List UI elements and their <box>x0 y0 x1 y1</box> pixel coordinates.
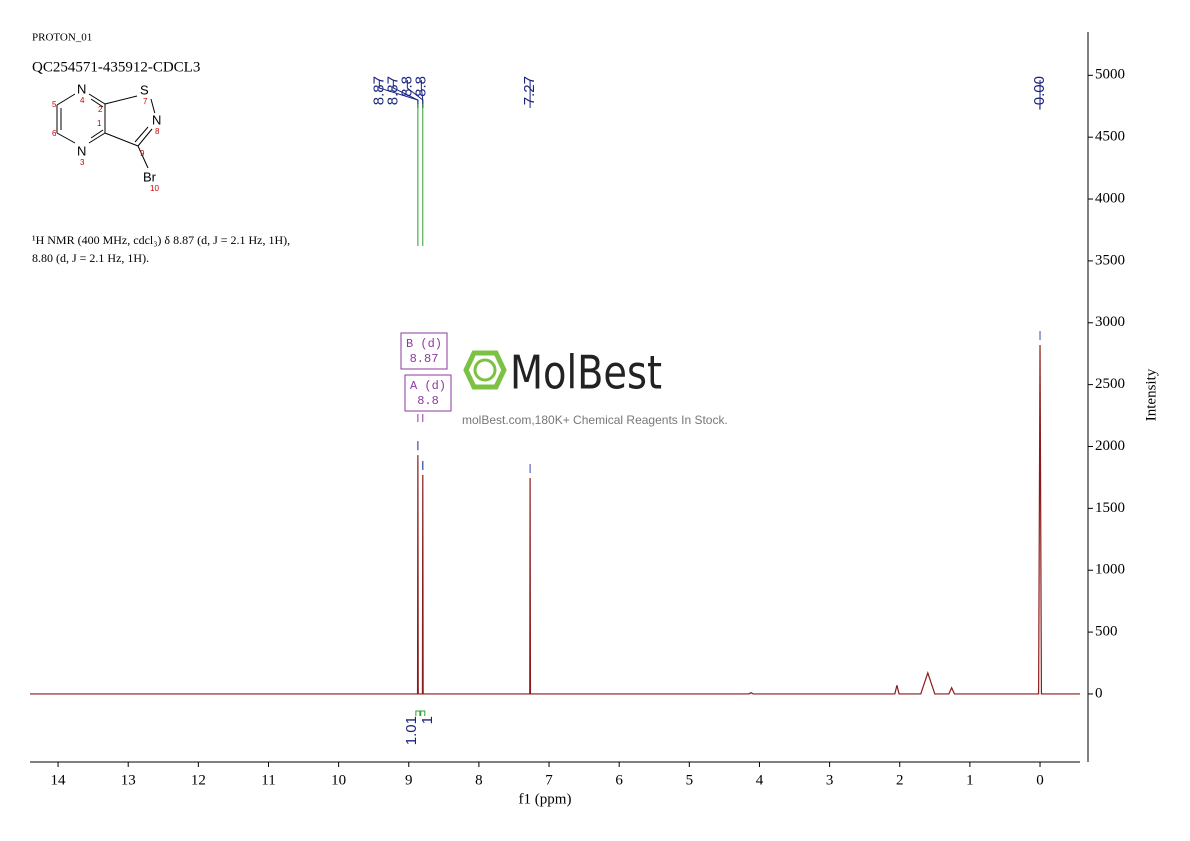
y-tick-label: 4500 <box>1095 129 1125 145</box>
x-tick-label: 3 <box>826 772 834 788</box>
y-tick-label: 500 <box>1095 624 1118 640</box>
atom-number: 6 <box>52 129 57 138</box>
atom-number: 7 <box>143 97 148 106</box>
x-tick-label: 14 <box>51 772 67 788</box>
description-line: 8.80 (d, J = 2.1 Hz, 1H). <box>32 251 149 265</box>
atom-label: S <box>140 82 149 97</box>
atom-bg <box>75 82 86 97</box>
description-line: ¹H NMR (400 MHz, cdcl₃) δ 8.87 (d, J = 2… <box>32 233 290 247</box>
integral-bracket <box>420 710 426 716</box>
atom-bg <box>150 113 161 128</box>
atom-number: 3 <box>80 158 85 167</box>
x-tick-label: 5 <box>686 772 694 788</box>
x-tick-label: 4 <box>756 772 764 788</box>
structure-bonds <box>56 93 156 169</box>
atom-number: 5 <box>52 100 57 109</box>
peak-label: 8.87 <box>370 76 387 105</box>
atom-bg <box>75 144 86 159</box>
x-tick-label: 8 <box>475 772 483 788</box>
atom-label: N <box>77 143 86 158</box>
y-axis-label: Intensity <box>1143 368 1159 421</box>
logo-hexagon <box>463 350 507 390</box>
atom-label: Br <box>143 169 157 184</box>
watermark-logo <box>463 350 507 390</box>
experiment: PROTON_01 <box>32 32 92 44</box>
atom-number: 10 <box>150 184 159 193</box>
atom-bg <box>141 170 161 185</box>
y-tick-label: 1000 <box>1095 562 1125 578</box>
x-tick-label: 10 <box>331 772 346 788</box>
y-tick-label: 0 <box>1095 685 1103 701</box>
multiplet-box <box>404 374 452 412</box>
integral-label: 1.01 <box>403 716 420 745</box>
y-tick-label: 5000 <box>1095 67 1125 83</box>
x-tick-label: 1 <box>966 772 974 788</box>
x-tick-label: 7 <box>545 772 553 788</box>
integral-label: 1 <box>419 716 436 724</box>
atom-number: 4 <box>80 96 85 105</box>
multiplet-name: B (d) <box>406 337 442 351</box>
atom-number: 1 <box>97 119 102 128</box>
watermark-subtitle: molBest.com,180K+ Chemical Reagents In S… <box>462 413 728 427</box>
x-tick-label: 13 <box>121 772 136 788</box>
multiplet-box <box>400 332 448 370</box>
integral-bracket <box>415 710 421 716</box>
y-tick-label: 3500 <box>1095 252 1125 268</box>
atom-number: 9 <box>140 149 145 158</box>
peak-label: 8.8 <box>398 76 415 97</box>
multiplet-name: A (d) <box>410 379 446 393</box>
peak-label: -0.00 <box>1031 76 1048 110</box>
x-tick-label: 0 <box>1036 772 1044 788</box>
spectrum <box>30 345 1080 695</box>
y-tick-label: 3000 <box>1095 314 1125 330</box>
atom-label: N <box>152 112 161 127</box>
atom-number: 2 <box>98 105 103 114</box>
y-tick-label: 4000 <box>1095 190 1125 206</box>
watermark: MolBest <box>510 346 662 400</box>
x-tick-label: 11 <box>261 772 275 788</box>
x-axis-label: f1 (ppm) <box>519 791 572 807</box>
atom-label: N <box>77 81 86 96</box>
x-tick-label: 6 <box>615 772 623 788</box>
multiplet-shift: 8.87 <box>410 352 439 366</box>
x-tick-label: 2 <box>896 772 904 788</box>
chart-title: QC254571-435912-CDCL3 <box>32 59 200 75</box>
y-tick-label: 2500 <box>1095 376 1125 392</box>
atom-bg <box>138 83 149 98</box>
multiplet-shift: 8.8 <box>417 394 439 408</box>
y-tick-label: 2000 <box>1095 438 1125 454</box>
peak-label: 8.8 <box>412 76 429 97</box>
x-tick-label: 9 <box>405 772 413 788</box>
peak-label: 7.27 <box>521 76 538 105</box>
y-tick-label: 1500 <box>1095 500 1125 516</box>
logo-ring <box>473 358 497 382</box>
atom-number: 8 <box>155 127 160 136</box>
x-tick-label: 12 <box>191 772 206 788</box>
peak-label: 8.87 <box>384 76 401 105</box>
